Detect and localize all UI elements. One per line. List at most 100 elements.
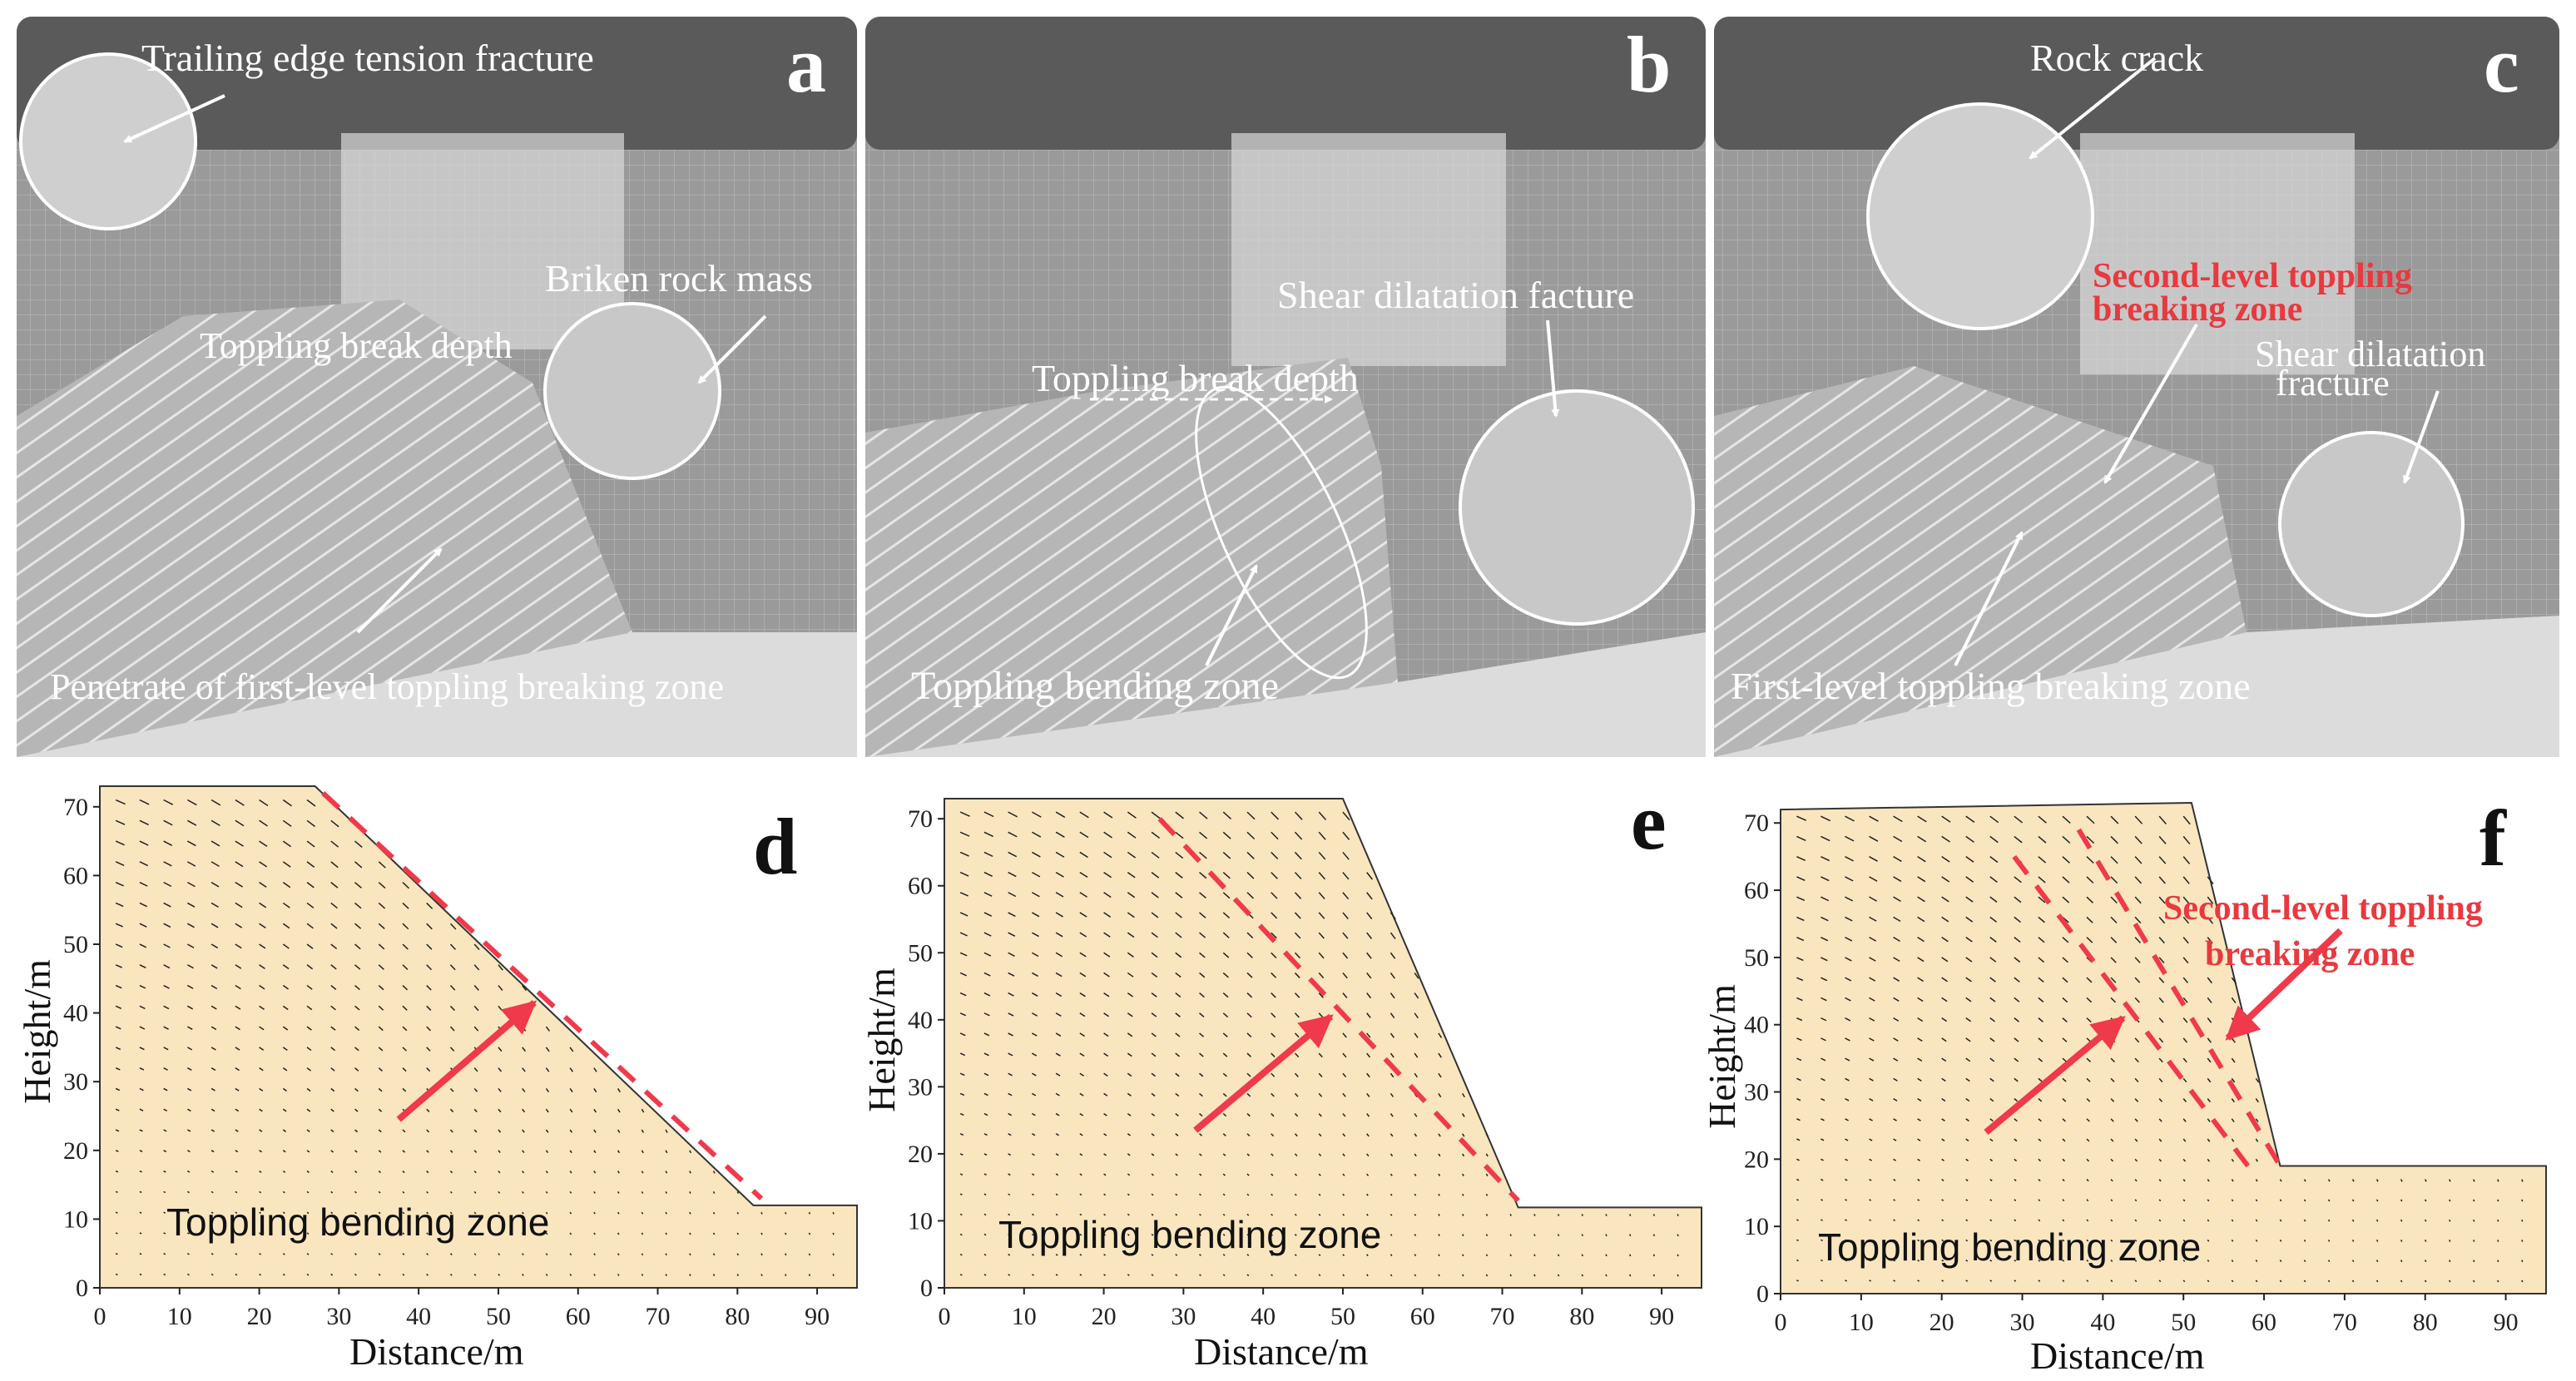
displacement-vector xyxy=(1652,1274,1656,1277)
displacement-vector xyxy=(1941,1097,1946,1102)
displacement-vector xyxy=(330,1087,335,1092)
displacement-vector xyxy=(1151,1072,1156,1077)
displacement-vector xyxy=(306,819,316,828)
displacement-vector xyxy=(617,1211,620,1215)
displacement-vector xyxy=(1103,1052,1109,1057)
displacement-vector xyxy=(1151,851,1160,859)
displacement-vector xyxy=(1821,1138,1825,1141)
displacement-vector xyxy=(1989,916,1998,923)
displacement-vector xyxy=(1294,851,1302,860)
displacement-vector xyxy=(1222,1052,1228,1057)
displacement-vector xyxy=(115,1273,118,1276)
displacement-vector xyxy=(959,992,967,997)
displacement-vector xyxy=(2038,815,2047,824)
displacement-vector xyxy=(1821,936,1829,942)
displacement-vector xyxy=(330,1190,334,1194)
displacement-vector xyxy=(139,1129,143,1132)
displacement-vector xyxy=(2134,1199,2138,1202)
displacement-vector xyxy=(522,1108,526,1113)
displacement-vector xyxy=(2038,1138,2042,1142)
displacement-vector xyxy=(402,1087,407,1092)
displacement-vector xyxy=(569,1088,573,1093)
displacement-vector xyxy=(1893,896,1901,903)
displacement-vector xyxy=(1175,912,1182,918)
displacement-vector xyxy=(785,1274,787,1276)
displacement-vector xyxy=(569,1253,572,1256)
displacement-vector xyxy=(354,1087,359,1092)
displacement-vector xyxy=(449,1129,453,1133)
displacement-vector xyxy=(1151,1032,1157,1037)
displacement-vector xyxy=(163,1170,166,1173)
displacement-vector xyxy=(259,1067,264,1072)
displacement-vector xyxy=(1151,1193,1154,1196)
displacement-vector xyxy=(1175,1213,1178,1216)
displacement-vector xyxy=(1079,1173,1082,1176)
displacement-vector xyxy=(1414,1254,1417,1257)
displacement-vector xyxy=(2086,1098,2091,1102)
annotation-text: Toppling bending zone xyxy=(998,1213,1381,1256)
x-tick-label: 40 xyxy=(1251,1303,1276,1330)
displacement-vector xyxy=(1199,1153,1202,1156)
displacement-vector xyxy=(1342,1052,1347,1058)
displacement-vector xyxy=(306,984,313,990)
displacement-vector xyxy=(2062,896,2070,903)
displacement-vector xyxy=(1127,831,1137,839)
displacement-vector xyxy=(2086,1158,2090,1162)
displacement-vector xyxy=(1294,1153,1298,1156)
displacement-vector xyxy=(1965,876,1974,883)
displacement-vector xyxy=(235,923,243,928)
displacement-vector xyxy=(1821,916,1829,922)
displacement-vector xyxy=(163,1273,166,1276)
displacement-vector xyxy=(1175,972,1181,978)
displacement-vector xyxy=(1989,1037,1995,1042)
displacement-vector xyxy=(2182,1179,2186,1182)
displacement-vector xyxy=(569,1190,572,1194)
displacement-vector xyxy=(498,964,503,971)
displacement-vector xyxy=(2400,1260,2403,1263)
displacement-vector xyxy=(449,923,457,930)
displacement-vector xyxy=(235,1047,240,1051)
displacement-vector xyxy=(1821,1097,1825,1101)
annotation-arrow xyxy=(356,547,443,634)
slope-body xyxy=(1780,801,2547,1294)
displacement-vector xyxy=(1796,876,1806,882)
displacement-vector xyxy=(2110,957,2117,963)
displacement-vector xyxy=(2014,896,2022,903)
displacement-vector xyxy=(545,1067,550,1072)
displacement-vector xyxy=(2158,1199,2162,1202)
displacement-vector xyxy=(1294,912,1301,919)
displacement-vector xyxy=(163,1211,166,1214)
displacement-vector xyxy=(1032,871,1041,878)
displacement-vector xyxy=(235,799,245,806)
displacement-vector xyxy=(1055,992,1063,997)
displacement-vector xyxy=(2158,876,2166,884)
displacement-vector xyxy=(1485,1153,1489,1157)
displacement-vector xyxy=(354,902,362,909)
panel-letter: b xyxy=(1627,20,1671,109)
displacement-vector xyxy=(1390,932,1396,939)
displacement-vector xyxy=(2134,815,2143,824)
displacement-vector xyxy=(2014,1098,2019,1102)
displacement-vector xyxy=(1965,1057,1971,1062)
displacement-vector xyxy=(1008,1133,1012,1136)
displacement-vector xyxy=(139,861,149,867)
displacement-vector xyxy=(1796,936,1805,942)
displacement-vector xyxy=(426,985,432,991)
displacement-vector xyxy=(139,799,150,805)
displacement-vector xyxy=(1796,1077,1801,1082)
displacement-vector xyxy=(330,861,339,869)
displacement-vector xyxy=(1175,1012,1181,1017)
displacement-vector xyxy=(1318,811,1327,820)
displacement-vector xyxy=(2110,1077,2115,1082)
displacement-vector xyxy=(259,923,266,928)
displacement-vector xyxy=(378,1067,383,1072)
displacement-vector xyxy=(2207,896,2214,904)
annotation-text: Toppling bending zone xyxy=(166,1200,549,1244)
displacement-vector xyxy=(498,1190,501,1194)
displacement-vector xyxy=(736,1232,739,1235)
displacement-vector xyxy=(426,943,433,950)
displacement-vector xyxy=(2038,856,2047,864)
displacement-vector xyxy=(1079,952,1087,958)
displacement-vector xyxy=(2497,1219,2499,1222)
